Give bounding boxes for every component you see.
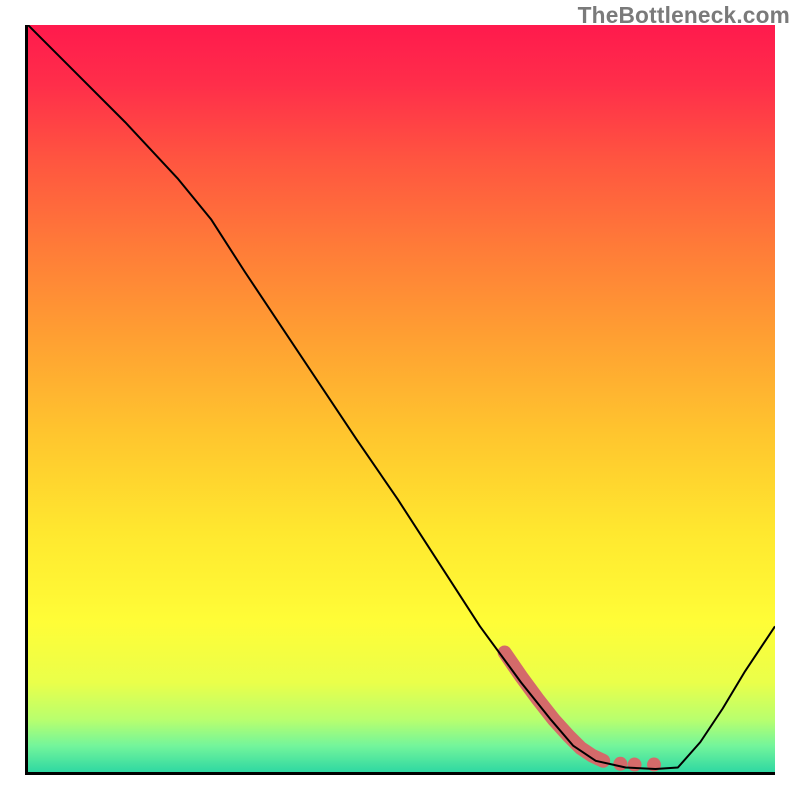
accent-dot	[613, 757, 627, 771]
accent-dot	[628, 758, 642, 772]
chart-container: TheBottleneck.com	[0, 0, 800, 800]
plot-area	[25, 25, 775, 775]
plot-svg	[28, 25, 775, 772]
